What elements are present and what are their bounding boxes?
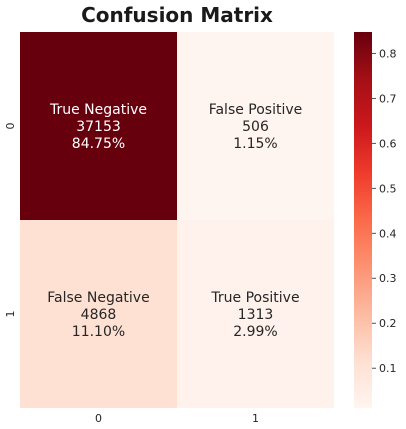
colorbar-tick-6: 0.7 <box>379 92 397 105</box>
row-tick-1: 1 <box>4 311 17 318</box>
cell-count-0-0: 37153 <box>76 119 121 135</box>
colorbar-tick-5: 0.6 <box>379 137 397 150</box>
col-tick-0: 0 <box>95 412 102 425</box>
cell-percent-1-1: 2.99% <box>233 324 277 340</box>
colorbar-tick-3: 0.4 <box>379 227 397 240</box>
heatmap-cell-1-1 <box>177 220 334 408</box>
cell-percent-0-0: 84.75% <box>72 136 125 152</box>
colorbar-tick-labels: 0.1 0.2 0.3 0.4 0.5 0.6 0.7 0.8 <box>372 47 397 375</box>
row-tick-labels: 01 <box>4 123 17 318</box>
cell-label-1-1: True Positive <box>210 290 299 306</box>
colorbar-tick-1: 0.2 <box>379 317 397 330</box>
colorbar-tick-2: 0.3 <box>379 272 397 285</box>
col-tick-1: 1 <box>252 412 259 425</box>
row-tick-0: 0 <box>4 123 17 130</box>
heatmap-cell-0-0 <box>20 32 177 220</box>
colorbar-tick-0: 0.1 <box>379 362 397 375</box>
cell-count-1-0: 4868 <box>81 307 117 323</box>
cell-percent-0-1: 1.15% <box>233 136 277 152</box>
heatmap-cell-1-0 <box>20 220 177 408</box>
cell-count-1-1: 1313 <box>238 307 274 323</box>
colorbar-tick-7: 0.8 <box>379 47 397 60</box>
cell-count-0-1: 506 <box>242 119 269 135</box>
colorbar <box>354 32 372 408</box>
cell-label-1-0: False Negative <box>47 290 149 306</box>
chart-title: Confusion Matrix <box>81 3 273 27</box>
colorbar-tick-4: 0.5 <box>379 182 397 195</box>
cell-percent-1-0: 11.10% <box>72 324 125 340</box>
cell-label-0-1: False Positive <box>209 102 303 118</box>
heatmap-cell-0-1 <box>177 32 334 220</box>
cell-label-0-0: True Negative <box>49 102 147 118</box>
